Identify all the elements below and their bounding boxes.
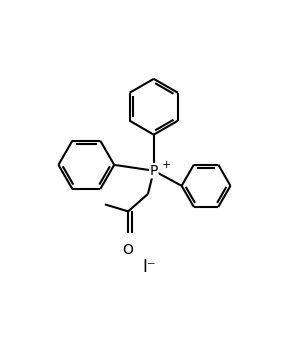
- Text: +: +: [162, 160, 171, 170]
- Text: I⁻: I⁻: [142, 258, 156, 276]
- Text: O: O: [123, 243, 134, 257]
- Text: P: P: [150, 164, 158, 178]
